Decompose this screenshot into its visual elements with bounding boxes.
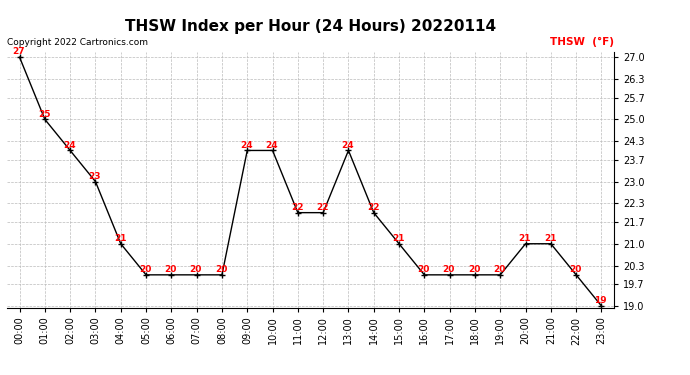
Text: 20: 20 [569, 265, 582, 274]
Text: 24: 24 [266, 141, 278, 150]
Text: 21: 21 [392, 234, 404, 243]
Text: THSW Index per Hour (24 Hours) 20220114: THSW Index per Hour (24 Hours) 20220114 [125, 19, 496, 34]
Text: 24: 24 [63, 141, 76, 150]
Text: 20: 20 [164, 265, 177, 274]
Text: 21: 21 [544, 234, 556, 243]
Text: Copyright 2022 Cartronics.com: Copyright 2022 Cartronics.com [7, 38, 148, 47]
Text: 23: 23 [88, 172, 101, 181]
Text: 20: 20 [468, 265, 480, 274]
Text: THSW  (°F): THSW (°F) [550, 38, 614, 47]
Text: 20: 20 [190, 265, 202, 274]
Text: 20: 20 [493, 265, 506, 274]
Text: 22: 22 [291, 203, 304, 212]
Text: 21: 21 [519, 234, 531, 243]
Text: 22: 22 [316, 203, 328, 212]
Text: 25: 25 [38, 110, 50, 118]
Text: 22: 22 [367, 203, 380, 212]
Text: 20: 20 [215, 265, 228, 274]
Text: 21: 21 [114, 234, 126, 243]
Text: 24: 24 [240, 141, 253, 150]
Text: 20: 20 [417, 265, 430, 274]
Text: 27: 27 [12, 47, 26, 56]
Text: 20: 20 [443, 265, 455, 274]
Text: 20: 20 [139, 265, 152, 274]
Text: 19: 19 [595, 296, 607, 305]
Text: 24: 24 [342, 141, 354, 150]
